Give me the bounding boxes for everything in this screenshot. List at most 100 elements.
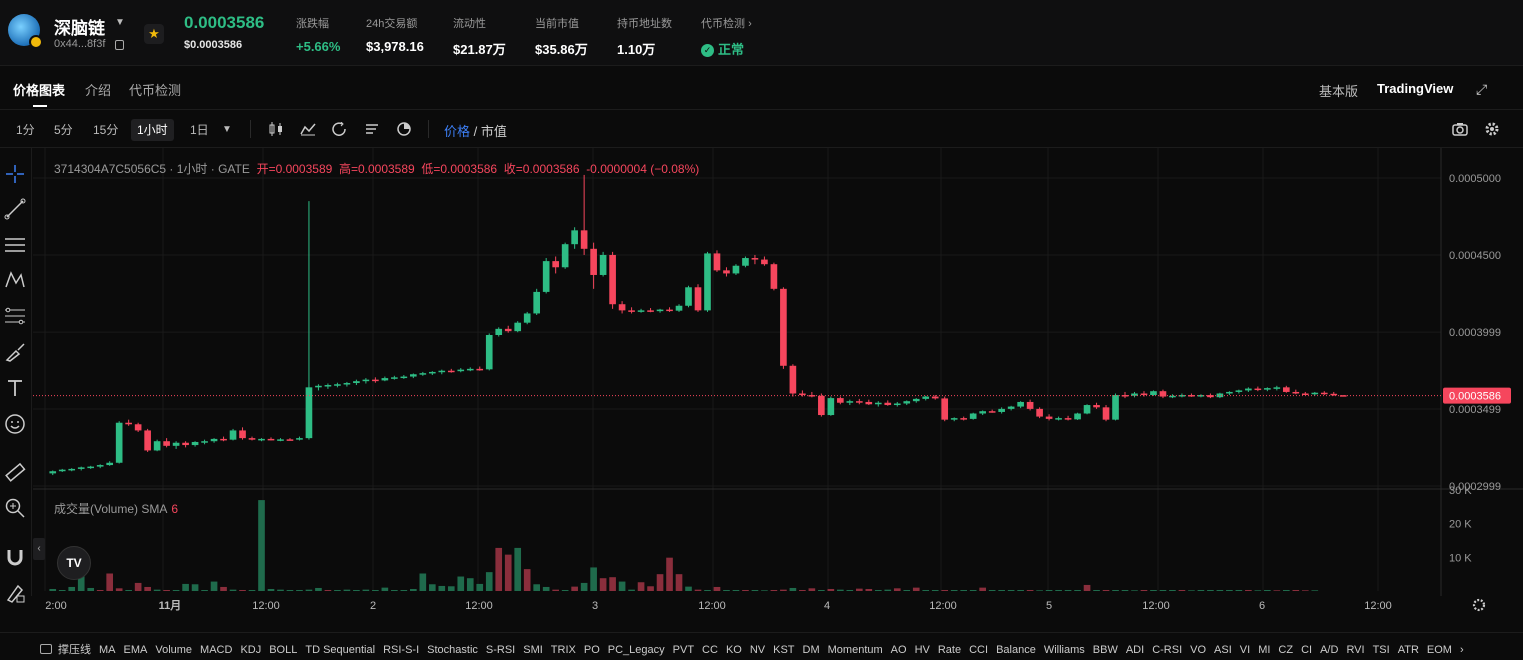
interval-dropdown-icon[interactable]: ▼ [222, 124, 232, 135]
price-toggle-option[interactable]: 价格 [444, 124, 471, 139]
indicator-item[interactable]: MACD [200, 644, 233, 656]
zoom-in-icon[interactable] [4, 497, 26, 519]
stat-token-check[interactable]: 代币检测 › ✓ 正常 [701, 15, 752, 58]
magnet-icon[interactable] [4, 546, 26, 568]
indicator-item[interactable]: TSI [1372, 644, 1390, 656]
indicator-item[interactable]: › [1459, 644, 1464, 656]
favorite-star-button[interactable]: ★ [144, 24, 164, 44]
tab-token-check[interactable]: 代币检测 [129, 83, 182, 98]
fullscreen-icon[interactable]: ⤢ [1476, 81, 1488, 97]
horizontal-lines-icon[interactable] [4, 234, 26, 256]
price-mcap-toggle[interactable]: 价格 / 市值 [444, 121, 507, 140]
collapse-sidebar-icon[interactable]: ‹ [33, 538, 45, 560]
price-chart[interactable]: 0.0003586 0.0005000 0.0004500 0.0003999 0.00… [33, 148, 1523, 596]
indicator-item[interactable]: NV [749, 644, 766, 656]
indicator-item[interactable]: RVI [1346, 644, 1365, 656]
indicator-item[interactable]: VI [1239, 644, 1251, 656]
indicator-item[interactable]: KST [773, 644, 795, 656]
lock-drawing-icon[interactable] [4, 582, 26, 604]
indicator-item[interactable]: HV [914, 644, 930, 656]
candle-body [334, 384, 341, 386]
indicators-icon[interactable] [300, 122, 316, 136]
indicator-item[interactable]: KDJ [240, 644, 262, 656]
indicator-item[interactable]: BBW [1092, 644, 1118, 656]
fib-retracement-icon[interactable] [4, 305, 26, 327]
indicator-item[interactable]: ASI [1214, 644, 1232, 656]
candle-body [428, 371, 436, 374]
indicator-item[interactable]: RSI-S-I [383, 644, 420, 656]
indicator-item[interactable]: EOM [1426, 644, 1452, 656]
indicator-item[interactable]: Williams [1043, 644, 1085, 656]
tab-intro[interactable]: 介绍 [85, 83, 112, 98]
time-axis-tick: 12:00 [1364, 600, 1392, 612]
template-icon[interactable] [364, 122, 380, 136]
chevron-down-icon[interactable]: ▼ [115, 17, 125, 28]
volume-bar [1292, 589, 1300, 591]
indicator-item[interactable]: MA [99, 644, 116, 656]
candle-body [1301, 393, 1309, 395]
token-name[interactable]: 深脑链 [54, 19, 105, 38]
indicator-item[interactable]: A/D [1320, 644, 1339, 656]
indicator-item[interactable]: 撑压线 [58, 644, 91, 656]
indicator-item[interactable]: ATR [1397, 644, 1419, 656]
indicator-item[interactable]: TD Sequential [305, 644, 376, 656]
indicator-item[interactable]: EMA [123, 644, 148, 656]
indicator-item[interactable]: PO [583, 644, 600, 656]
text-tool-icon[interactable] [4, 377, 26, 399]
indicator-item[interactable]: Balance [996, 644, 1036, 656]
interval-1m[interactable]: 1分 [16, 123, 35, 137]
camera-icon[interactable] [1452, 122, 1468, 136]
indicator-item[interactable]: VO [1190, 644, 1207, 656]
volume-bar [799, 589, 806, 591]
indicator-item[interactable]: PC_Legacy [607, 644, 665, 656]
volume-bar [552, 589, 559, 591]
indicator-item[interactable]: AO [890, 644, 907, 656]
ruler-icon[interactable] [4, 461, 26, 483]
replay-icon[interactable] [332, 122, 348, 136]
crosshair-icon[interactable] [4, 163, 26, 185]
axis-settings-gear-icon[interactable] [1472, 598, 1486, 612]
interval-1h[interactable]: 1小时 [131, 119, 174, 141]
indicator-item[interactable]: SMI [523, 644, 543, 656]
candle-body [571, 230, 578, 245]
interval-1d[interactable]: 1日 [190, 123, 209, 137]
indicator-item[interactable]: CCI [969, 644, 989, 656]
indicator-item[interactable]: Stochastic [427, 644, 478, 656]
stat-value: +5.66% [296, 39, 341, 54]
indicator-item[interactable]: ADI [1125, 644, 1145, 656]
indicator-item[interactable]: BOLL [269, 644, 298, 656]
volume-bar [334, 589, 341, 591]
basic-view-link[interactable]: 基本版 [1319, 84, 1359, 99]
indicator-item[interactable]: PVT [672, 644, 695, 656]
volume-bar [818, 589, 825, 591]
indicator-item[interactable]: DM [802, 644, 820, 656]
interval-15m[interactable]: 15分 [93, 123, 119, 137]
mcap-toggle-option[interactable]: 市值 [480, 124, 507, 139]
indicator-item[interactable]: Rate [937, 644, 962, 656]
indicator-item[interactable]: CZ [1278, 644, 1294, 656]
candle-body [315, 385, 322, 388]
emoji-icon[interactable] [4, 413, 26, 435]
brush-icon[interactable] [4, 341, 26, 363]
indicator-item[interactable]: CI [1301, 644, 1313, 656]
indicator-item[interactable]: S-RSI [485, 644, 516, 656]
trend-line-icon[interactable] [4, 198, 26, 220]
interval-5m[interactable]: 5分 [54, 123, 73, 137]
indicator-item[interactable]: Volume [155, 644, 193, 656]
indicator-item[interactable]: MI [1258, 644, 1271, 656]
legend-change: -0.0000004 (−0.08%) [586, 162, 700, 176]
indicator-item[interactable]: Momentum [827, 644, 883, 656]
tab-price-chart[interactable]: 价格图表 [13, 83, 66, 98]
volume-bar [950, 589, 958, 591]
copy-icon[interactable] [115, 40, 124, 50]
settings-gear-icon[interactable] [1484, 122, 1500, 136]
candle-type-icon[interactable] [268, 122, 284, 136]
indicator-item[interactable]: TRIX [550, 644, 576, 656]
indicator-item[interactable]: KO [725, 644, 742, 656]
pie-chart-icon[interactable] [396, 122, 412, 136]
tradingview-link[interactable]: TradingView [1377, 81, 1454, 96]
indicator-item[interactable]: C-RSI [1152, 644, 1183, 656]
volume-axis-tick: 30 K [1449, 485, 1472, 497]
pattern-icon[interactable] [4, 269, 26, 291]
indicator-item[interactable]: CC [702, 644, 718, 656]
